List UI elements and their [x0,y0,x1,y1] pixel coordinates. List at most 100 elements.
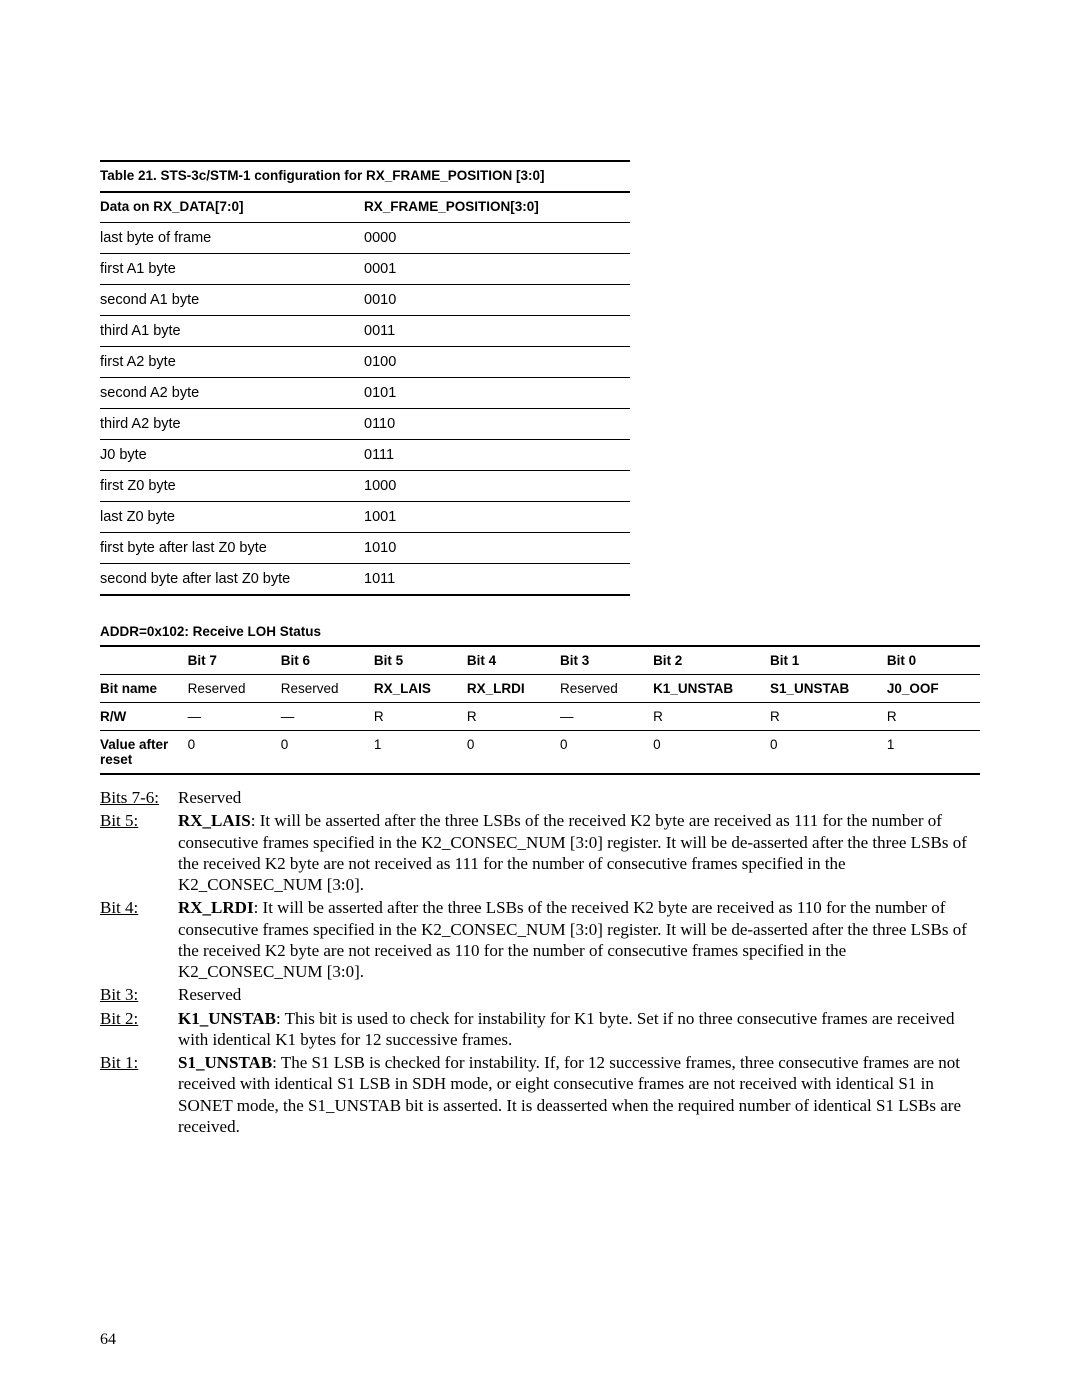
bitname-cell: RX_LRDI [467,675,560,703]
bit-header: Bit 3 [560,646,653,675]
table-row: J0 byte0111 [100,440,630,471]
bit-text: K1_UNSTAB: This bit is used to check for… [178,1008,980,1051]
bitname-cell: Reserved [560,675,653,703]
row-label-bitname: Bit name [100,675,188,703]
bit-header: Bit 1 [770,646,887,675]
table-row: last Z0 byte1001 [100,502,630,533]
bit-header: Bit 5 [374,646,467,675]
bit-description-list: Bits 7-6: Reserved Bit 5: RX_LAIS: It wi… [100,787,980,1137]
bit-term: RX_LAIS [178,811,251,830]
value-cell: 0 [188,731,281,775]
table-row: second A1 byte0010 [100,285,630,316]
register-bit-header-row: Bit 7 Bit 6 Bit 5 Bit 4 Bit 3 Bit 2 Bit … [100,646,980,675]
rw-cell: R [467,703,560,731]
rw-cell: R [770,703,887,731]
bit-term: S1_UNSTAB [178,1053,272,1072]
value-cell: 0 [653,731,770,775]
register-heading: ADDR=0x102: Receive LOH Status [100,624,980,639]
table-cell: third A1 byte [100,316,364,347]
table-cell: first Z0 byte [100,471,364,502]
bit-body: : It will be asserted after the three LS… [178,898,967,981]
table-cell: 0101 [364,378,630,409]
bit-label: Bit 5: [100,810,178,895]
table-cell: 0011 [364,316,630,347]
table-cell: J0 byte [100,440,364,471]
page-number: 64 [100,1331,116,1349]
table-21-head-col2: RX_FRAME_POSITION[3:0] [364,192,630,223]
table-cell: 0110 [364,409,630,440]
bit-text: RX_LRDI: It will be asserted after the t… [178,897,980,982]
register-rw-row: R/W — — R R — R R R [100,703,980,731]
table-cell: 0000 [364,223,630,254]
register-bitname-row: Bit name Reserved Reserved RX_LAIS RX_LR… [100,675,980,703]
bitname-cell: S1_UNSTAB [770,675,887,703]
table-row: last byte of frame0000 [100,223,630,254]
rw-cell: — [188,703,281,731]
bit-desc-1: Bit 1: S1_UNSTAB: The S1 LSB is checked … [100,1052,980,1137]
value-cell: 0 [560,731,653,775]
table-21-head-col1: Data on RX_DATA[7:0] [100,192,364,223]
bit-desc-7-6: Bits 7-6: Reserved [100,787,980,808]
register-corner-blank [100,646,188,675]
table-cell: last Z0 byte [100,502,364,533]
bitname-cell: RX_LAIS [374,675,467,703]
table-row: first A1 byte0001 [100,254,630,285]
table-21-header-row: Data on RX_DATA[7:0] RX_FRAME_POSITION[3… [100,192,630,223]
table-21-caption-row: Table 21. STS-3c/STM-1 configuration for… [100,161,630,192]
bit-header: Bit 0 [887,646,980,675]
bitname-cell: Reserved [188,675,281,703]
bit-text: RX_LAIS: It will be asserted after the t… [178,810,980,895]
table-21: Table 21. STS-3c/STM-1 configuration for… [100,160,630,596]
bitname-cell: Reserved [281,675,374,703]
table-cell: 1010 [364,533,630,564]
rw-cell: R [887,703,980,731]
bit-body: : It will be asserted after the three LS… [178,811,967,894]
row-label-value: Value after reset [100,731,188,775]
row-label-rw: R/W [100,703,188,731]
value-cell: 0 [281,731,374,775]
bit-label: Bit 2: [100,1008,178,1051]
value-cell: 1 [374,731,467,775]
bit-text: Reserved [178,984,980,1005]
bit-header: Bit 7 [188,646,281,675]
rw-cell: — [560,703,653,731]
value-cell: 0 [770,731,887,775]
table-cell: 1001 [364,502,630,533]
bit-label: Bits 7-6: [100,787,178,808]
bitname-cell: J0_OOF [887,675,980,703]
bit-body: : The S1 LSB is checked for instability.… [178,1053,961,1136]
bit-label: Bit 1: [100,1052,178,1137]
table-row: third A2 byte0110 [100,409,630,440]
bit-desc-3: Bit 3: Reserved [100,984,980,1005]
table-21-caption: Table 21. STS-3c/STM-1 configuration for… [100,161,630,192]
register-value-row: Value after reset 0 0 1 0 0 0 0 1 [100,731,980,775]
bit-text: Reserved [178,787,980,808]
value-cell: 0 [467,731,560,775]
table-cell: 0100 [364,347,630,378]
table-cell: second A1 byte [100,285,364,316]
table-row: third A1 byte0011 [100,316,630,347]
bit-label: Bit 4: [100,897,178,982]
bit-body: : This bit is used to check for instabil… [178,1009,954,1049]
table-row: second A2 byte0101 [100,378,630,409]
table-cell: third A2 byte [100,409,364,440]
table-row: second byte after last Z0 byte1011 [100,564,630,596]
table-cell: first A2 byte [100,347,364,378]
table-cell: second A2 byte [100,378,364,409]
table-row: first A2 byte0100 [100,347,630,378]
table-cell: 0111 [364,440,630,471]
bit-term: K1_UNSTAB [178,1009,276,1028]
page: Table 21. STS-3c/STM-1 configuration for… [0,0,1080,1397]
rw-cell: — [281,703,374,731]
bit-header: Bit 4 [467,646,560,675]
value-cell: 1 [887,731,980,775]
table-cell: first byte after last Z0 byte [100,533,364,564]
table-cell: 1000 [364,471,630,502]
table-row: first byte after last Z0 byte1010 [100,533,630,564]
bit-desc-2: Bit 2: K1_UNSTAB: This bit is used to ch… [100,1008,980,1051]
table-cell: first A1 byte [100,254,364,285]
table-row: first Z0 byte1000 [100,471,630,502]
bit-desc-5: Bit 5: RX_LAIS: It will be asserted afte… [100,810,980,895]
bit-desc-4: Bit 4: RX_LRDI: It will be asserted afte… [100,897,980,982]
bit-text: S1_UNSTAB: The S1 LSB is checked for ins… [178,1052,980,1137]
